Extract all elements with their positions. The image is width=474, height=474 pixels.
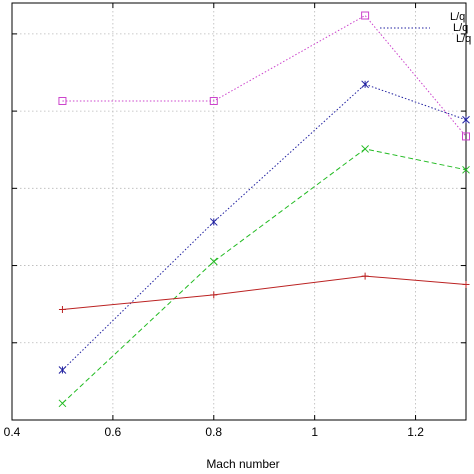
grid-lines xyxy=(12,3,466,420)
data-point-marker xyxy=(361,80,369,89)
data-point-marker xyxy=(462,132,470,141)
data-point-marker xyxy=(209,257,218,266)
data-point-marker xyxy=(58,96,67,105)
data-point-marker xyxy=(58,366,67,374)
data-point-marker xyxy=(210,291,218,299)
series-line xyxy=(62,14,467,137)
data-point-marker xyxy=(58,305,66,313)
data-point-marker xyxy=(361,145,369,153)
data-point-marker xyxy=(209,96,218,105)
data-point-marker xyxy=(58,399,67,408)
series-line xyxy=(62,275,467,310)
x-axis-ticks: 0.4 0.6 0.8 1 1.2 xyxy=(4,3,466,439)
series-1 xyxy=(58,11,470,141)
legend-label: L/q xyxy=(453,22,468,34)
series-group xyxy=(58,11,470,408)
data-point-marker xyxy=(462,165,470,174)
data-point-marker xyxy=(462,115,470,124)
plot-frame xyxy=(11,2,467,421)
x-tick-label: 0.8 xyxy=(205,425,222,439)
data-point-marker xyxy=(209,218,218,226)
x-tick-label: 1.2 xyxy=(407,425,424,439)
series-line xyxy=(62,83,467,371)
series-2 xyxy=(58,80,470,374)
x-axis-label: Mach number xyxy=(206,457,279,471)
data-point-marker xyxy=(361,272,369,280)
series-3 xyxy=(58,145,470,408)
series-4 xyxy=(58,272,470,313)
x-tick-label: 1 xyxy=(311,425,318,439)
legend-label: L/q xyxy=(456,33,471,45)
data-point-marker xyxy=(361,11,370,20)
data-point-marker xyxy=(462,280,470,288)
x-tick-label: 0.6 xyxy=(105,425,122,439)
x-tick-label: 0.4 xyxy=(4,425,21,439)
legend: L/qL/qL/q xyxy=(380,11,471,45)
legend-label: L/q xyxy=(450,11,465,23)
